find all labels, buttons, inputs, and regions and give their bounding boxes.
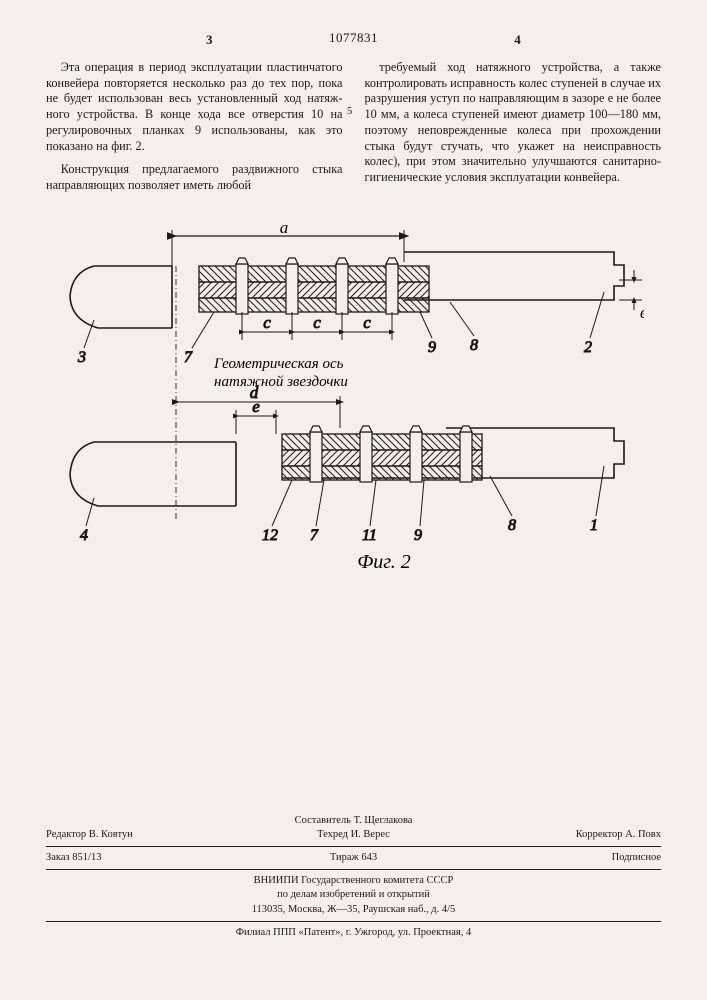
page-root: 3 1077831 4 Эта операция в период эксплу…	[0, 0, 707, 1000]
left-column: Эта операция в период эксплуатации пласт…	[46, 60, 343, 202]
svg-text:4: 4	[80, 527, 88, 544]
figure-caption: Фиг. 2	[357, 551, 411, 573]
line-number-5: 5	[347, 106, 352, 117]
col-number-left: 3	[206, 32, 213, 48]
col-number-right: 4	[514, 32, 521, 48]
footer-compiler: Составитель Т. Щеглакова	[46, 814, 661, 828]
footer-org2: по делам изобретений и открытий	[46, 888, 661, 902]
svg-text:8: 8	[508, 517, 516, 534]
footer-addr: 113035, Москва, Ж—35, Раушская наб., д. …	[46, 903, 661, 917]
svg-text:9: 9	[428, 339, 436, 356]
document-number: 1077831	[329, 30, 378, 46]
footer-tech: Техред И. Верес	[251, 828, 456, 842]
dim-c: с с с	[242, 312, 392, 340]
svg-text:7: 7	[184, 349, 193, 366]
svg-text:12: 12	[262, 527, 278, 544]
figure-svg: a в	[64, 220, 644, 580]
svg-text:с: с	[263, 313, 271, 332]
svg-text:11: 11	[362, 527, 377, 544]
svg-text:8: 8	[470, 337, 478, 354]
svg-text:9: 9	[414, 527, 422, 544]
svg-text:3: 3	[77, 349, 86, 366]
footer-corr: Корректор А. Повх	[456, 828, 661, 842]
svg-text:2: 2	[584, 339, 592, 356]
svg-text:с: с	[363, 313, 371, 332]
footer-order: Заказ 851/13	[46, 851, 251, 865]
svg-text:Геометрическая ось: Геометрическая ось	[213, 356, 344, 372]
right-column: требуемый ход натяжного устройства, а та…	[365, 60, 662, 202]
left-para-2: Конструкция предлагаемого раздвижного ст…	[46, 162, 343, 193]
footer-sign: Подписное	[456, 851, 661, 865]
colophon: Составитель Т. Щеглакова Редактор В. Ков…	[46, 814, 661, 940]
right-para-1: требуемый ход натяжного устройства, а та…	[365, 60, 662, 186]
svg-text:7: 7	[310, 527, 319, 544]
svg-text:1: 1	[590, 517, 598, 534]
footer-filial: Филиал ППП «Патент», г. Ужгород, ул. Про…	[46, 926, 661, 940]
footer-editor: Редактор В. Ковтун	[46, 828, 251, 842]
svg-text:в: в	[640, 303, 644, 322]
svg-text:a: a	[279, 220, 288, 237]
dim-b: в	[619, 270, 644, 322]
svg-text:натяжной звездочки: натяжной звездочки	[214, 374, 348, 390]
figure-2: a в	[64, 220, 644, 580]
svg-text:е: е	[252, 397, 260, 416]
footer-org1: ВНИИПИ Государственного комитета СССР	[46, 874, 661, 888]
left-para-1: Эта операция в период эксплуатации пласт…	[46, 60, 343, 154]
svg-text:с: с	[313, 313, 321, 332]
header-row: 3 1077831 4	[46, 28, 661, 60]
text-columns: Эта операция в период эксплуатации пласт…	[46, 60, 661, 202]
top-joint	[199, 258, 429, 314]
bottom-joint	[282, 426, 482, 482]
footer-tirazh: Тираж 643	[251, 851, 456, 865]
